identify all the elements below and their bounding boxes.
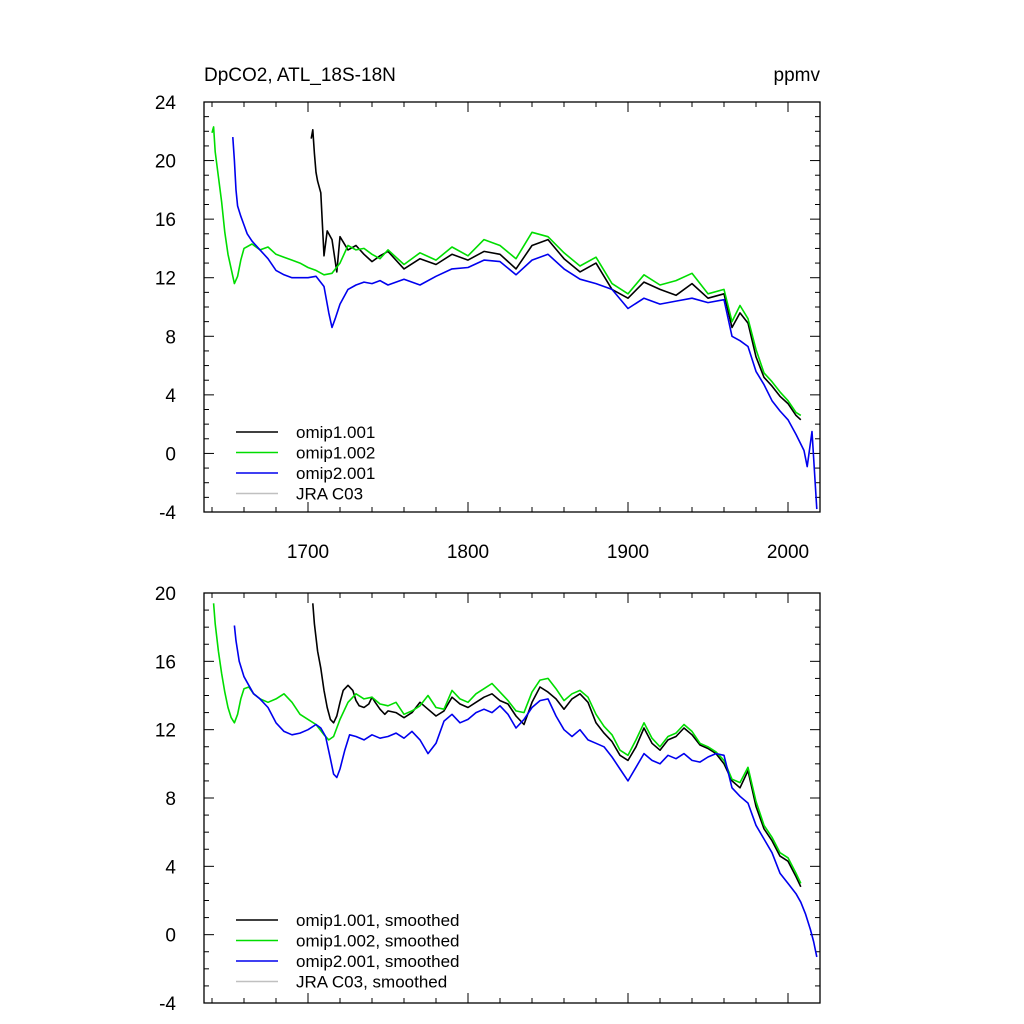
plot-frame <box>203 101 821 513</box>
series-line <box>233 625 818 958</box>
legend-label: omip1.001 <box>296 423 375 442</box>
legend-label: omip1.001, smoothed <box>296 911 460 930</box>
units-label: ppmv <box>774 65 821 86</box>
tick-labels: -4 0 4 8 12 16 20 24 1700 1800 1900 2000 <box>155 93 809 563</box>
y-tick-label: 0 <box>165 444 176 465</box>
y-tick-label: 24 <box>155 93 177 114</box>
legend-label: JRA C03, smoothed <box>296 973 447 992</box>
legend-label: omip2.001 <box>296 464 375 483</box>
bottom-chart-panel: -4 0 4 8 12 16 20 omip1.001, smoothed omip1.002… <box>155 584 821 1015</box>
plot-frame <box>203 592 821 1004</box>
legend-label: omip1.002, smoothed <box>296 932 460 951</box>
chart-title: DpCO2, ATL_18S-18N <box>204 65 396 86</box>
y-tick-label: 4 <box>165 386 176 407</box>
series-lines <box>212 603 818 958</box>
y-tick-label: 20 <box>155 584 176 605</box>
y-tick-label: 8 <box>165 789 176 810</box>
x-tick-label: 2000 <box>767 542 809 563</box>
tick-marks <box>204 592 821 1004</box>
legend-label: JRA C03 <box>296 485 363 504</box>
y-tick-label: 12 <box>155 269 176 290</box>
y-tick-label: 16 <box>155 210 176 231</box>
y-tick-label: -4 <box>159 994 176 1015</box>
y-tick-label: 12 <box>155 721 176 742</box>
y-tick-label: 20 <box>155 152 176 173</box>
y-tick-label: 4 <box>165 857 176 878</box>
legend: omip1.001, smoothed omip1.002, smoothedom… <box>236 911 460 992</box>
series-lines <box>211 126 818 510</box>
top-chart-panel: DpCO2, ATL_18S-18N ppmv -4 0 4 8 12 16 20 24 170… <box>155 65 821 563</box>
y-tick-label: 0 <box>165 926 176 947</box>
legend-label: omip2.001, smoothed <box>296 952 460 971</box>
series-line <box>310 129 802 421</box>
legend-label: omip1.002 <box>296 444 375 463</box>
x-tick-label: 1700 <box>287 542 329 563</box>
y-tick-label: -4 <box>159 503 176 524</box>
tick-labels: -4 0 4 8 12 16 20 <box>155 584 177 1015</box>
series-line <box>232 137 818 510</box>
x-tick-label: 1900 <box>607 542 649 563</box>
y-tick-label: 8 <box>165 327 176 348</box>
x-tick-label: 1800 <box>447 542 489 563</box>
series-line <box>312 603 802 888</box>
tick-marks <box>204 101 821 513</box>
series-line <box>212 603 802 884</box>
y-tick-label: 16 <box>155 652 176 673</box>
series-line <box>211 126 802 417</box>
